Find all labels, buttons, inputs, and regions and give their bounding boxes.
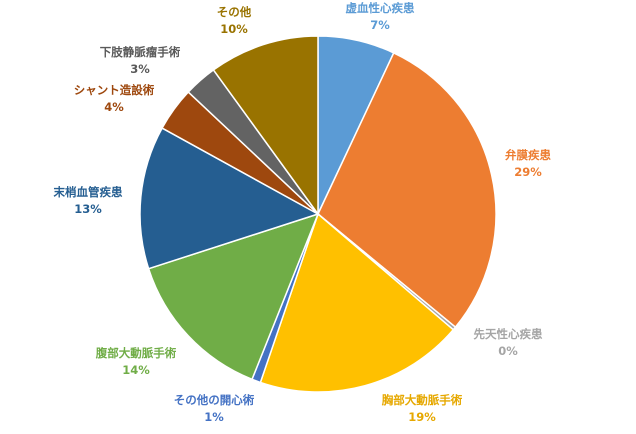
slice-value-label: 0% — [498, 344, 518, 358]
slice-label: 下肢静脈瘤手術 — [100, 45, 181, 59]
slice-value-label: 14% — [122, 363, 150, 377]
slice-value-label: 4% — [104, 100, 124, 114]
slice-label: 腹部大動脈手術 — [96, 346, 177, 360]
slice-label: 弁膜疾患 — [505, 148, 551, 162]
slice-label: 胸部大動脈手術 — [382, 393, 463, 407]
pie-slice — [139, 127, 320, 270]
pie-slice — [212, 35, 319, 217]
slice-label: その他の開心術 — [174, 393, 255, 407]
pie-slice — [317, 51, 497, 329]
slice-value-label: 10% — [220, 22, 248, 36]
slice-value-label: 7% — [370, 18, 390, 32]
slice-label: 先天性心疾患 — [474, 327, 543, 341]
slice-label: 虚血性心疾患 — [346, 1, 415, 15]
slice-value-label: 1% — [204, 410, 224, 424]
slice-label: シャント造設術 — [74, 83, 155, 97]
slice-value-label: 29% — [514, 165, 542, 179]
slice-label: 末梢血管疾患 — [54, 185, 123, 199]
slice-value-label: 13% — [74, 202, 102, 216]
slice-value-label: 19% — [408, 410, 436, 424]
pie-slice — [259, 212, 455, 393]
slice-value-label: 3% — [130, 62, 150, 76]
slice-label: その他 — [217, 5, 252, 19]
